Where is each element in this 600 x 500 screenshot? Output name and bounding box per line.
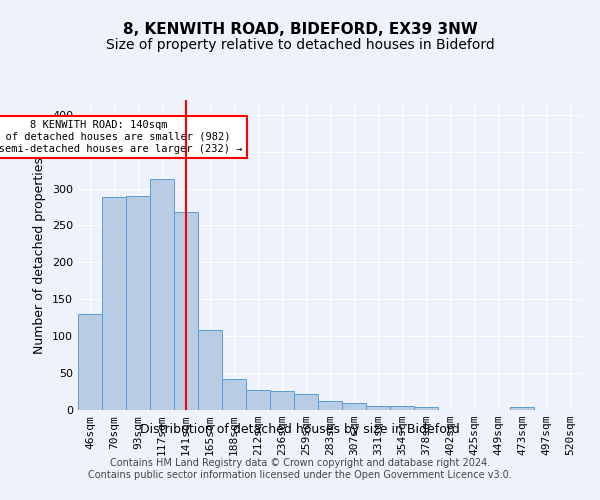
Bar [150,179,174,410]
Bar [270,391,294,410]
Bar [78,314,102,410]
Bar [174,212,198,410]
Bar [102,198,126,410]
Text: 8, KENWITH ROAD, BIDEFORD, EX39 3NW: 8, KENWITH ROAD, BIDEFORD, EX39 3NW [122,22,478,38]
Bar [126,196,150,410]
Text: Contains HM Land Registry data © Crown copyright and database right 2024.
Contai: Contains HM Land Registry data © Crown c… [88,458,512,480]
Bar [222,379,246,410]
Bar [342,404,366,410]
Bar [390,406,414,410]
Bar [294,394,318,410]
Bar [318,401,342,410]
Bar [510,407,534,410]
Y-axis label: Number of detached properties: Number of detached properties [34,156,46,354]
Text: Size of property relative to detached houses in Bideford: Size of property relative to detached ho… [106,38,494,52]
Text: 8 KENWITH ROAD: 140sqm
← 80% of detached houses are smaller (982)
19% of semi-de: 8 KENWITH ROAD: 140sqm ← 80% of detached… [0,120,243,154]
Text: Distribution of detached houses by size in Bideford: Distribution of detached houses by size … [140,422,460,436]
Bar [366,406,390,410]
Bar [414,407,438,410]
Bar [198,330,222,410]
Bar [246,390,270,410]
